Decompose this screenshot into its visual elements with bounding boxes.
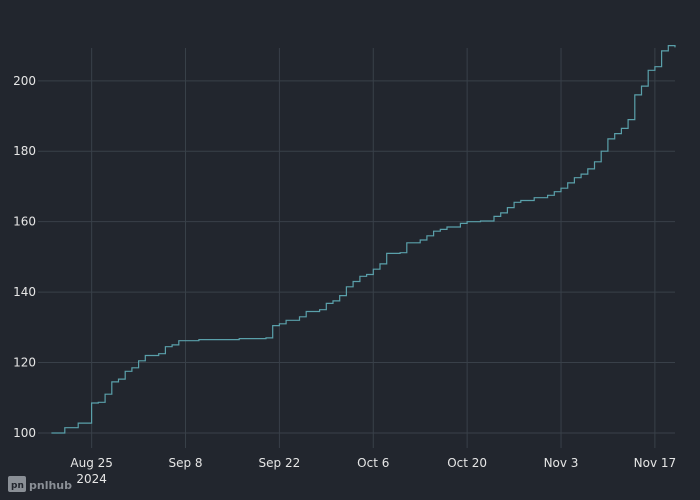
x-tick-label: Nov 17 xyxy=(634,456,677,470)
x-tick-label: Nov 3 xyxy=(544,456,579,470)
y-axis-tick-labels: 100 120 140 160 180 200 xyxy=(13,74,36,440)
x-tick-label: Sep 22 xyxy=(259,456,301,470)
pnlhub-logo-glyph: pn xyxy=(11,481,24,491)
y-tick-label: 200 xyxy=(13,74,36,88)
watermark-text: pnlhub xyxy=(29,479,72,492)
grid-lines xyxy=(38,48,675,448)
watermark-logo: pn pnlhub xyxy=(8,476,72,492)
x-tick-label: Sep 8 xyxy=(168,456,202,470)
pnlhub-logo-icon xyxy=(8,476,26,492)
x-tick-label: Aug 25 xyxy=(70,456,113,470)
series-layer xyxy=(51,45,676,434)
y-tick-label: 120 xyxy=(13,356,36,370)
x-axis-tick-labels: Aug 25 2024 Sep 8 Sep 22 Oct 6 Oct 20 Nov 3 Nov… xyxy=(70,456,676,486)
y-tick-label: 140 xyxy=(13,285,36,299)
x-tick-label: Oct 6 xyxy=(357,456,389,470)
x-tick-sublabel: 2024 xyxy=(76,472,107,486)
equity-series-line xyxy=(51,45,676,434)
y-tick-label: 160 xyxy=(13,215,36,229)
y-tick-label: 180 xyxy=(13,144,36,158)
y-tick-label: 100 xyxy=(13,426,36,440)
x-tick-label: Oct 20 xyxy=(447,456,487,470)
